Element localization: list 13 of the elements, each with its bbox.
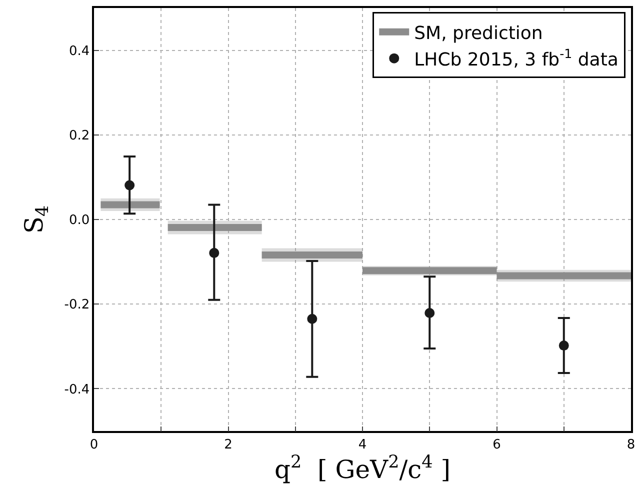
x-tick-label: 0 bbox=[90, 437, 98, 452]
x-axis-title: q$^{2}$ [ GeV$^{2}$/c$^{4}$ ] bbox=[274, 452, 450, 484]
y-tick-label: 0.4 bbox=[68, 44, 90, 59]
y-tick-label: -0.2 bbox=[64, 298, 90, 313]
y-tick-label: -0.4 bbox=[64, 382, 90, 398]
x-tick-label: 6 bbox=[492, 437, 501, 452]
y-tick-label: 0.2 bbox=[68, 128, 90, 144]
x-tick-label: 2 bbox=[224, 437, 232, 452]
x-tick-label: 8 bbox=[626, 437, 636, 452]
legend-label: SM, prediction bbox=[414, 22, 543, 44]
legend-label: LHCb 2015, 3 fb$^{-1}$ data bbox=[414, 46, 618, 70]
x-tick-label: 4 bbox=[358, 437, 367, 452]
y-tick-label: 0.0 bbox=[68, 213, 90, 228]
